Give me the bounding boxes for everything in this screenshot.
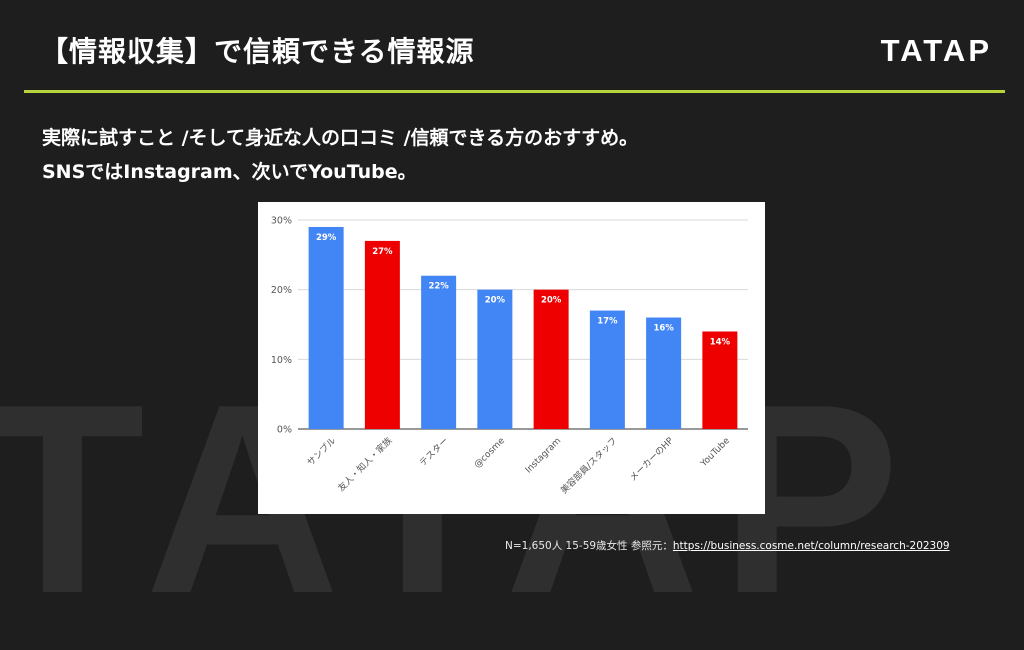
bar [477,289,513,429]
x-tick-label: メーカーのHP [628,435,677,484]
x-tick-label: @cosme [473,436,508,471]
bar-chart-panel: 0% 10% 20% 30% 29% サンプル 27% 友人・知人・家族 22% テスター 20% @… [258,202,765,514]
x-tick-label: YouTube [698,436,732,470]
x-tick-label: 美容部員/スタッフ [558,435,620,497]
x-tick-label: サンプル [305,435,338,468]
bar [364,240,400,429]
bar-data-label: 20% [485,296,506,306]
x-tick-label: 友人・知人・家族 [335,435,394,494]
bar-data-label: 22% [428,282,449,292]
lead-text-line2: SNSではInstagram、次いでYouTube。 [42,161,417,183]
slide-title: 【情報収集】で信頼できる情報源 [40,35,475,68]
bar [533,289,569,429]
y-tick-label: 20% [271,285,292,296]
y-tick-label: 30% [271,216,292,227]
y-tick-label: 10% [271,355,292,366]
source-note: N=1,650人 15-59歳女性 参照元：https://business.c… [505,538,950,553]
bar [702,331,738,429]
brand-logo: TATAP [880,33,992,68]
bar [308,226,344,429]
x-tick-label: Instagram [524,436,563,475]
source-link[interactable]: https://business.cosme.net/column/resear… [672,540,950,552]
bar-data-label: 20% [541,296,562,306]
bar-data-label: 16% [653,324,674,334]
source-prefix: N=1,650人 15-59歳女性 参照元： [505,540,673,552]
bar-data-label: 29% [316,233,337,243]
bar-data-label: 27% [372,247,393,257]
x-tick-label: テスター [418,435,451,468]
bar-chart: 0% 10% 20% 30% 29% サンプル 27% 友人・知人・家族 22% テスター 20% @… [271,216,748,497]
bar [646,317,682,429]
bar [589,310,625,429]
bar-data-label: 14% [710,337,731,347]
title-divider [24,90,1005,93]
lead-text-line1: 実際に試すこと /そして身近な人の口コミ /信頼できる方のおすすめ。 [42,127,639,149]
bar-data-label: 17% [597,317,618,327]
bar [421,275,457,429]
y-tick-label: 0% [277,425,292,436]
